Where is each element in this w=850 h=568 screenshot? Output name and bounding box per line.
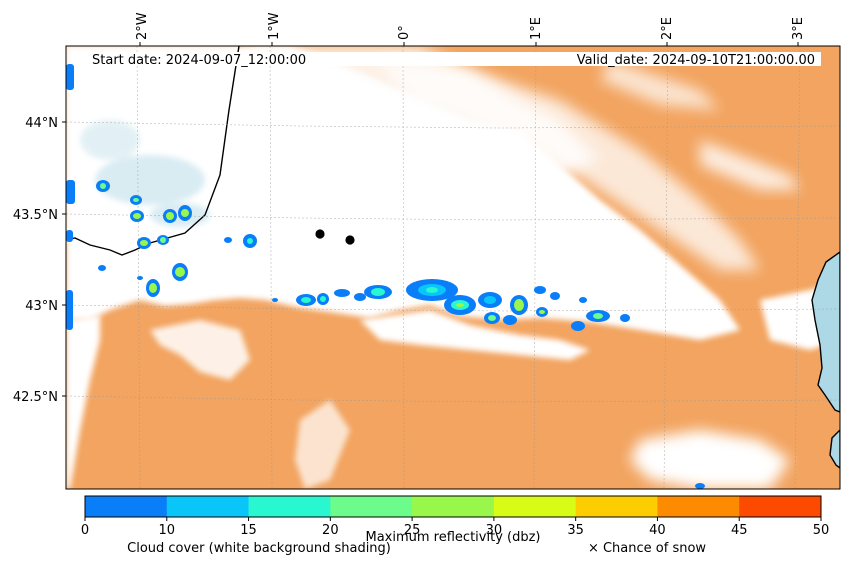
reflectivity-cell bbox=[586, 310, 610, 322]
colorbar-swatch bbox=[657, 496, 740, 517]
location-marker bbox=[315, 229, 325, 239]
colorbar-swatch bbox=[493, 496, 577, 517]
colorbar-swatch bbox=[739, 496, 822, 517]
reflectivity-cell bbox=[137, 237, 151, 249]
cloud-southeast bbox=[630, 430, 790, 489]
colorbar-tick-label: 50 bbox=[813, 523, 830, 538]
cloud-cover-shading bbox=[66, 46, 840, 489]
reflectivity-cell bbox=[510, 295, 528, 315]
reflectivity-cell bbox=[571, 321, 585, 331]
reflectivity-cell bbox=[163, 209, 177, 223]
lon-tick-label: 1°W bbox=[267, 12, 282, 40]
cloud-south-1 bbox=[360, 310, 590, 360]
lat-tick-label: 43°N bbox=[25, 299, 58, 314]
colorbar-tick-label: 35 bbox=[567, 523, 584, 538]
colorbar-tick-label: 25 bbox=[404, 523, 421, 538]
colorbar-tick-label: 0 bbox=[81, 523, 89, 538]
colorbar-tick-label: 15 bbox=[240, 523, 257, 538]
lat-tick-label: 42.5°N bbox=[13, 390, 58, 405]
reflectivity-cell bbox=[66, 230, 73, 242]
colorbar-frame bbox=[84, 495, 822, 518]
colorbar-tick-label: 45 bbox=[731, 523, 748, 538]
cloud-streak-2 bbox=[600, 60, 720, 110]
start-date-label: Start date: 2024-09-07_12:00:00 bbox=[92, 53, 306, 68]
header-bar bbox=[88, 52, 821, 66]
reflectivity-cell bbox=[146, 279, 160, 297]
reflectivity-cell bbox=[478, 292, 502, 308]
colorbar-swatch bbox=[330, 496, 413, 517]
reflectivity-cell bbox=[66, 290, 73, 330]
reflectivity-cell bbox=[579, 297, 587, 303]
reflectivity-cell bbox=[66, 64, 74, 90]
cloud-band-main bbox=[66, 46, 740, 340]
reflectivity-cell bbox=[354, 293, 366, 301]
sea-mediterranean-south bbox=[829, 429, 840, 469]
reflectivity-cell bbox=[96, 180, 110, 192]
reflectivity-cell bbox=[364, 285, 392, 299]
cloud-west-coast bbox=[66, 315, 100, 489]
reflectivity-cells bbox=[66, 64, 705, 489]
cloud-soft-northeast bbox=[380, 60, 760, 270]
reflectivity-cell bbox=[444, 295, 476, 315]
reflectivity-cell bbox=[534, 286, 546, 294]
reflectivity-cell bbox=[272, 298, 278, 302]
reflectivity-cell bbox=[66, 180, 75, 204]
reflectivity-cell bbox=[137, 276, 143, 280]
cloud-south-tail bbox=[295, 400, 350, 489]
lon-tick-label: 2°E bbox=[660, 17, 675, 40]
colorbar-tick-label: 30 bbox=[486, 523, 503, 538]
reflectivity-cell bbox=[550, 292, 560, 300]
sea-mediterranean bbox=[811, 251, 840, 413]
lon-tick-label: 2°W bbox=[135, 12, 150, 40]
location-marker bbox=[345, 235, 355, 245]
colorbar-label: Maximum reflectivity (dbz) bbox=[366, 530, 541, 545]
reflectivity-cell bbox=[484, 312, 500, 324]
reflectivity-cell bbox=[503, 315, 517, 325]
reflectivity-cell bbox=[317, 293, 329, 305]
snow-chance-legend: × Chance of snow bbox=[588, 541, 706, 556]
colorbar-tick-label: 40 bbox=[649, 523, 666, 538]
map-panel bbox=[66, 46, 840, 489]
reflectivity-cell bbox=[334, 289, 350, 297]
lon-tick-label: 0° bbox=[397, 25, 412, 40]
cloud-cover-legend: Cloud cover (white background shading) bbox=[127, 541, 391, 556]
gridlines bbox=[66, 46, 840, 489]
reflectivity-cell bbox=[178, 205, 192, 221]
reflectivity-cell bbox=[224, 237, 232, 243]
colorbar-swatch bbox=[166, 496, 250, 517]
lon-tick-label: 1°E bbox=[529, 17, 544, 40]
reflectivity-cell bbox=[296, 294, 316, 306]
reflectivity-cell bbox=[536, 307, 548, 317]
longitude-ticks: 2°W 1°W 0° 1°E 2°E 3°E bbox=[135, 12, 806, 46]
colorbar-swatch bbox=[575, 496, 658, 517]
colorbar-swatch bbox=[85, 496, 168, 517]
colorbar-swatch bbox=[248, 496, 331, 517]
reflectivity-cell bbox=[620, 314, 630, 322]
reflectivity-cell bbox=[130, 210, 144, 222]
reflectivity-cell bbox=[157, 235, 169, 245]
colorbar: 0 10 15 20 25 30 35 40 45 50 bbox=[81, 495, 830, 538]
reflectivity-cell bbox=[98, 265, 106, 271]
lat-tick-label: 43.5°N bbox=[13, 208, 58, 223]
reflectivity-cell bbox=[406, 279, 458, 301]
sea-bay-of-biscay bbox=[66, 46, 239, 255]
cloud-soft-north bbox=[240, 46, 600, 175]
colorbar-tick-label: 20 bbox=[322, 523, 339, 538]
valid-date-label: Valid_date: 2024-09-10T21:00:00.00 bbox=[577, 53, 815, 68]
reflectivity-cell bbox=[695, 483, 705, 489]
map-frame bbox=[65, 45, 841, 490]
cloud-streak-1 bbox=[700, 140, 800, 190]
lon-tick-label: 3°E bbox=[791, 17, 806, 40]
reflectivity-cell bbox=[130, 195, 142, 205]
cloud-sw-streaks bbox=[150, 320, 250, 380]
colorbar-swatch bbox=[412, 496, 495, 517]
colorbar-tick-label: 10 bbox=[159, 523, 176, 538]
latitude-ticks: 44°N 43.5°N 43°N 42.5°N bbox=[13, 116, 66, 405]
reflectivity-cell bbox=[243, 234, 257, 248]
lat-tick-label: 44°N bbox=[25, 116, 58, 131]
reflectivity-cell bbox=[172, 263, 188, 281]
